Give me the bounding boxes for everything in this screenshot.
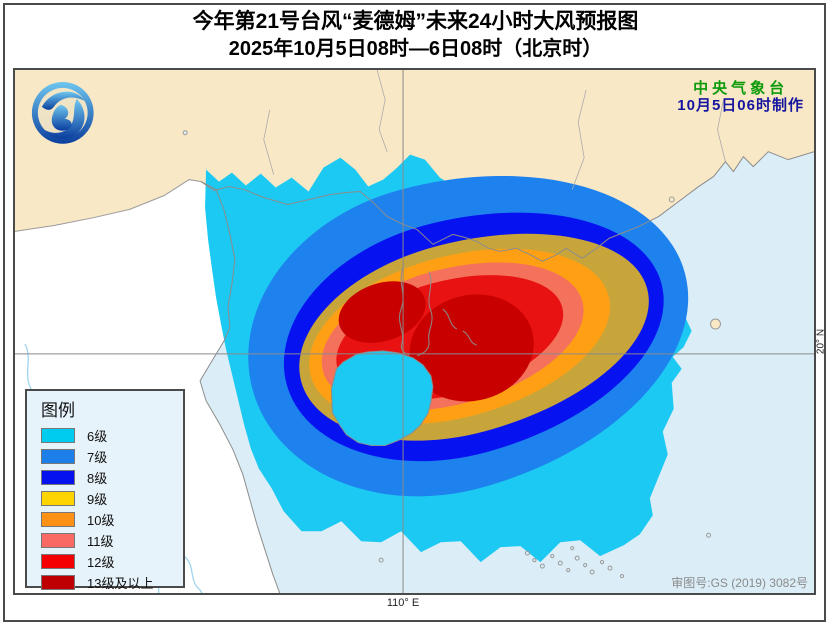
china-coastline (200, 151, 814, 262)
legend-label-10: 10级 (87, 513, 115, 528)
legend-row-10: 10级 (41, 509, 183, 530)
legend-row-12: 12级 (41, 551, 183, 572)
title-line-2: 2025年10月5日08时—6日08时（北京时） (228, 38, 603, 60)
legend-label-7: 7级 (87, 450, 108, 465)
legend-swatch-10 (41, 512, 75, 527)
islands (182, 130, 721, 579)
legend-row-9: 9级 (41, 488, 183, 509)
forecast-map-canvas: 中央气象台 10月5日06时制作 图例 6级 7级 8级 9级 (13, 68, 816, 595)
legend-swatch-13 (41, 575, 75, 590)
legend-label-8: 8级 (87, 471, 108, 486)
legend-swatch-9 (41, 491, 75, 506)
china-vietnam-border (15, 179, 202, 232)
province-borders (263, 70, 726, 190)
issued-time: 10月5日06时制作 (677, 97, 804, 114)
legend-label-6: 6级 (87, 429, 108, 444)
map-approval-number: 审图号:GS (2019) 3082号 (671, 576, 808, 590)
legend-row-6: 6级 (41, 425, 183, 446)
legend-swatch-6 (41, 428, 75, 443)
legend-row-7: 7级 (41, 446, 183, 467)
coastlines (15, 70, 814, 593)
legend-swatch-7 (41, 449, 75, 464)
wind-patch-small (538, 544, 547, 553)
latitude-label: 20° N (815, 328, 827, 355)
longitude-label: 110° E (386, 597, 420, 609)
agency-block: 中央气象台 10月5日06时制作 (677, 80, 804, 114)
river-line (183, 555, 203, 593)
legend-title: 图例 (41, 401, 75, 420)
wind-zone-level13-west (338, 281, 426, 343)
leizhou-peninsula-outline (399, 267, 477, 357)
legend-label-11: 11级 (87, 534, 114, 549)
page-title: 今年第21号台风“麦德姆”未来24小时大风预报图 2025年10月5日08时—6… (0, 8, 831, 63)
legend-swatch-8 (41, 470, 75, 485)
hainan-island (330, 350, 434, 447)
legend-row-11: 11级 (41, 530, 183, 551)
cma-dragon-logo (31, 81, 94, 144)
agency-name: 中央气象台 (693, 80, 789, 97)
map-legend: 图例 6级 7级 8级 9级 10级 11 (25, 389, 185, 591)
graticule (15, 70, 814, 593)
title-line-1: 今年第21号台风“麦德姆”未来24小时大风预报图 (192, 10, 639, 33)
legend-swatch-11 (41, 533, 75, 548)
legend-label-13: 13级及以上 (87, 576, 154, 591)
legend-label-12: 12级 (87, 555, 115, 570)
legend-label-9: 9级 (87, 492, 108, 507)
wind-zone-level13-east (409, 294, 534, 402)
legend-swatch-12 (41, 554, 75, 569)
legend-row-8: 8级 (41, 467, 183, 488)
vietnam-coastline (199, 181, 281, 593)
legend-row-13: 13级及以上 (41, 572, 183, 593)
